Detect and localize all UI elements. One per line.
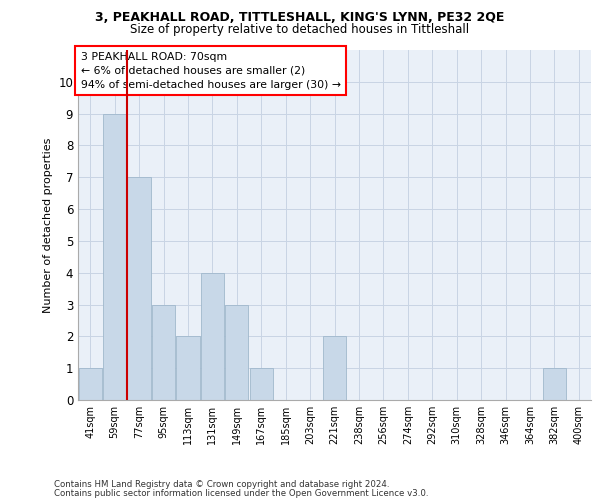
Bar <box>176 336 200 400</box>
Bar <box>543 368 566 400</box>
Text: Contains HM Land Registry data © Crown copyright and database right 2024.: Contains HM Land Registry data © Crown c… <box>54 480 389 489</box>
Bar <box>250 368 273 400</box>
Text: 3 PEAKHALL ROAD: 70sqm
← 6% of detached houses are smaller (2)
94% of semi-detac: 3 PEAKHALL ROAD: 70sqm ← 6% of detached … <box>80 52 341 90</box>
Bar <box>225 304 248 400</box>
Bar <box>79 368 102 400</box>
Text: 3, PEAKHALL ROAD, TITTLESHALL, KING'S LYNN, PE32 2QE: 3, PEAKHALL ROAD, TITTLESHALL, KING'S LY… <box>95 11 505 24</box>
Text: Contains public sector information licensed under the Open Government Licence v3: Contains public sector information licen… <box>54 488 428 498</box>
Bar <box>323 336 346 400</box>
Text: Size of property relative to detached houses in Tittleshall: Size of property relative to detached ho… <box>130 22 470 36</box>
Y-axis label: Number of detached properties: Number of detached properties <box>43 138 53 312</box>
Bar <box>127 178 151 400</box>
Bar <box>103 114 126 400</box>
Bar <box>152 304 175 400</box>
Bar <box>201 272 224 400</box>
